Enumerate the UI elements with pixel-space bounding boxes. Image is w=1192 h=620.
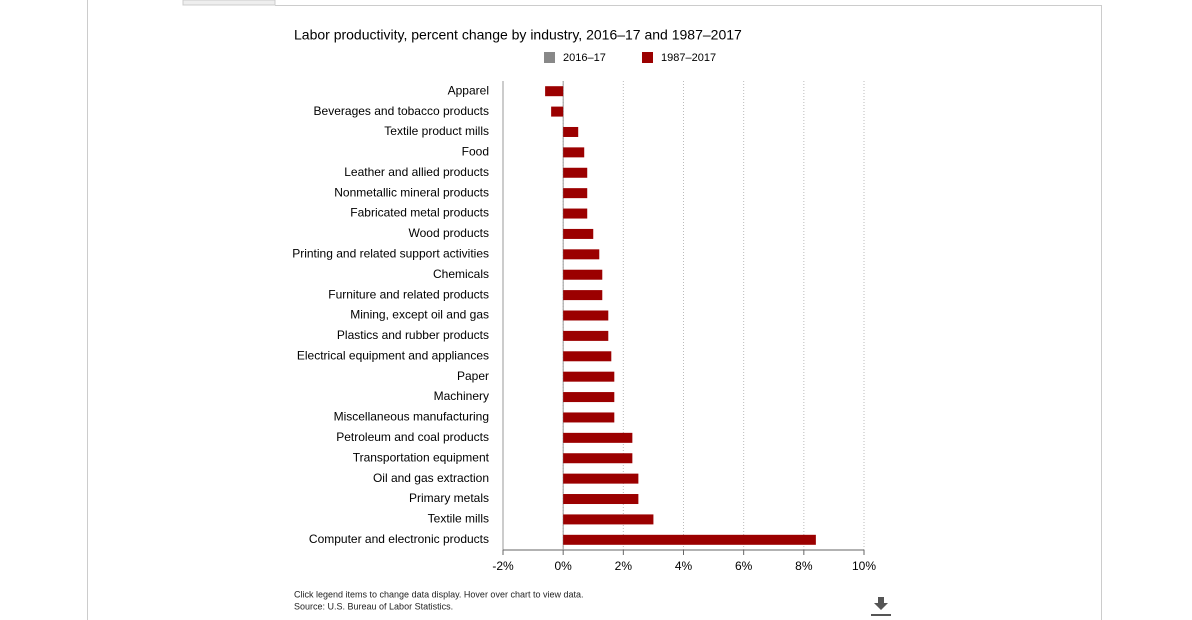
source: Source: U.S. Bureau of Labor Statistics.: [294, 601, 453, 611]
y-tick-label: Food: [462, 145, 489, 159]
y-tick-label: Apparel: [448, 83, 489, 97]
y-tick-label: Primary metals: [409, 491, 489, 505]
bar[interactable]: [551, 106, 564, 117]
bar[interactable]: [563, 371, 615, 382]
bar[interactable]: [545, 86, 564, 97]
legend-swatch[interactable]: [642, 52, 653, 63]
bar[interactable]: [563, 249, 600, 260]
bar[interactable]: [563, 392, 615, 403]
chart-title: Labor productivity, percent change by in…: [294, 27, 742, 43]
y-tick-label: Fabricated metal products: [350, 206, 489, 220]
y-tick-label: Paper: [457, 369, 489, 383]
x-tick-label: -2%: [492, 559, 514, 573]
y-tick-label: Computer and electronic products: [309, 532, 489, 546]
y-tick-label: Chemicals: [433, 267, 489, 281]
y-tick-label: Machinery: [434, 389, 489, 403]
bar[interactable]: [563, 412, 615, 423]
bar[interactable]: [563, 432, 633, 443]
y-tick-label: Leather and allied products: [344, 165, 489, 179]
tab[interactable]: [182, 0, 276, 6]
bar[interactable]: [563, 330, 609, 341]
y-tick-label: Textile product mills: [384, 124, 489, 138]
x-tick-label: 10%: [852, 559, 876, 573]
x-tick-label: 4%: [675, 559, 693, 573]
bar[interactable]: [563, 228, 594, 239]
y-tick-label: Transportation equipment: [353, 450, 490, 464]
legend-swatch[interactable]: [544, 52, 555, 63]
y-tick-label: Nonmetallic mineral products: [334, 185, 489, 199]
x-tick-label: 8%: [795, 559, 813, 573]
bar[interactable]: [563, 310, 609, 321]
y-tick-label: Textile mills: [428, 512, 489, 526]
x-tick-label: 6%: [735, 559, 753, 573]
y-tick-label: Plastics and rubber products: [337, 328, 489, 342]
note: Click legend items to change data displa…: [294, 589, 583, 599]
y-tick-label: Oil and gas extraction: [373, 471, 489, 485]
bar[interactable]: [563, 494, 639, 505]
bar[interactable]: [563, 126, 579, 137]
bar[interactable]: [563, 167, 588, 178]
x-tick-label: 0%: [554, 559, 572, 573]
bar[interactable]: [563, 208, 588, 219]
bar[interactable]: [563, 188, 588, 199]
y-tick-label: Miscellaneous manufacturing: [334, 410, 489, 424]
download-icon[interactable]: [871, 597, 891, 616]
legend-label[interactable]: 2016–17: [563, 52, 606, 64]
y-tick-label: Printing and related support activities: [292, 246, 489, 260]
y-tick-label: Petroleum and coal products: [336, 430, 489, 444]
y-tick-label: Beverages and tobacco products: [314, 104, 489, 118]
bar[interactable]: [563, 351, 612, 362]
bar[interactable]: [563, 473, 639, 484]
x-tick-label: 2%: [615, 559, 633, 573]
bar[interactable]: [563, 269, 603, 280]
bar[interactable]: [563, 534, 816, 545]
y-tick-label: Electrical equipment and appliances: [297, 348, 489, 362]
bar[interactable]: [563, 147, 585, 158]
y-tick-label: Furniture and related products: [328, 287, 489, 301]
bar[interactable]: [563, 453, 633, 464]
bar[interactable]: [563, 290, 603, 301]
legend-label[interactable]: 1987–2017: [661, 52, 716, 64]
bar[interactable]: [563, 514, 654, 525]
y-tick-label: Wood products: [409, 226, 490, 240]
y-tick-label: Mining, except oil and gas: [350, 308, 489, 322]
